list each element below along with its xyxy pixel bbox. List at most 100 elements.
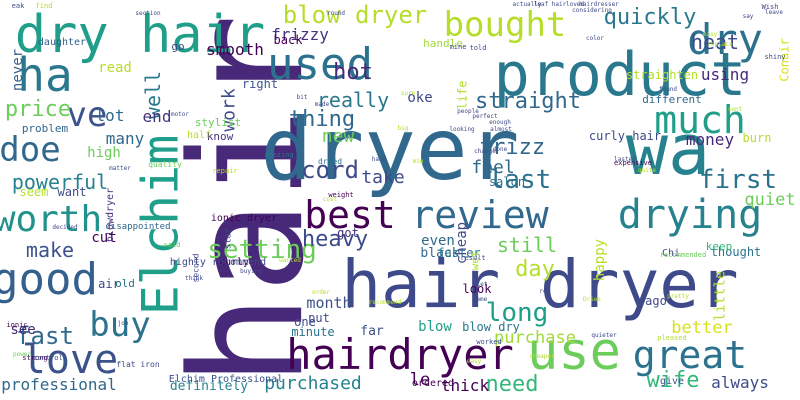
cloud-word-actually: actually: [512, 1, 542, 8]
cloud-word-round: round: [326, 10, 346, 17]
cloud-word-wanted: wanted: [279, 257, 301, 264]
cloud-word-problem: problem: [21, 121, 69, 135]
cloud-word-far: far: [360, 323, 384, 339]
cloud-word-end: end: [142, 107, 172, 126]
cloud-word-hairdryer: hairdryer: [286, 330, 514, 379]
cloud-word-made: made: [314, 101, 330, 108]
cloud-word-worked: worked: [476, 337, 502, 346]
cloud-word-frizz: frizz: [478, 135, 546, 160]
cloud-word-easy: easy: [702, 31, 718, 38]
cloud-word-look: look: [462, 282, 492, 296]
cloud-word-one: one: [294, 315, 316, 329]
cloud-word-worth: worth: [0, 199, 103, 240]
cloud-word-weight: weight: [328, 190, 354, 199]
cloud-word-dry: dry: [687, 15, 763, 64]
cloud-word-always: always: [711, 373, 769, 392]
cloud-word-price: price: [4, 97, 72, 122]
cloud-word-money: money: [685, 130, 735, 149]
cloud-word-air: air: [98, 277, 120, 291]
cloud-word-hand: hand: [371, 156, 387, 163]
cloud-word-think: think: [184, 275, 204, 282]
cloud-word-blow-dryer: blow dryer: [282, 1, 428, 29]
cloud-word-dries: Dries: [582, 296, 602, 303]
cloud-word-easy: easy: [466, 358, 482, 365]
cloud-word-elchim-professional: Elchim Professional: [168, 374, 284, 385]
cloud-word-said: said: [163, 240, 181, 249]
cloud-word-drying: drying: [617, 192, 763, 238]
cloud-word-job: job: [117, 320, 129, 327]
cloud-word-give: give: [659, 376, 685, 387]
cloud-word-keep: keep: [705, 239, 733, 253]
cloud-word-happy: happy: [591, 238, 608, 282]
cloud-word-almost: almost: [490, 126, 512, 133]
cloud-word-used: used: [267, 39, 373, 90]
cloud-word-big: big: [397, 125, 409, 132]
cloud-word-disappointed: disappointed: [105, 221, 171, 232]
cloud-word-leaf-hair: leaf hair: [533, 1, 567, 8]
cloud-word-best: best: [304, 193, 396, 237]
cloud-word-quiet: quiet: [744, 189, 796, 210]
cloud-word-blow: blow: [418, 319, 452, 335]
cloud-word-never: never: [10, 48, 27, 92]
cloud-word-flat-iron: flat iron: [116, 360, 160, 369]
cloud-word-shiny: shiny: [764, 52, 786, 61]
cloud-word-perfect: perfect: [472, 113, 498, 120]
cloud-word-let: Let: [476, 281, 488, 288]
cloud-word-first: first: [698, 165, 778, 195]
cloud-word-right: right: [241, 77, 279, 91]
cloud-word-life: life: [454, 80, 469, 110]
cloud-word-looking: looking: [449, 126, 475, 133]
cloud-word-ve: ve: [66, 95, 108, 135]
cloud-word-section: section: [135, 10, 161, 17]
cloud-word-oke: oke: [407, 90, 433, 106]
cloud-word-heat: heat: [690, 30, 740, 54]
cloud-word-ordered: ordered: [411, 378, 455, 389]
cloud-word-feel: feel: [471, 157, 515, 178]
cloud-word-matter: matter: [109, 165, 131, 172]
cloud-word-dryer: dryer: [260, 100, 520, 200]
cloud-word-high: high: [87, 145, 121, 161]
cloud-word-control: control: [33, 353, 63, 362]
cloud-word-handle: handle: [423, 36, 463, 50]
cloud-word-take: take: [361, 167, 405, 188]
cloud-word-hairdresser: hairdresser: [579, 1, 619, 8]
cloud-word-better: better: [671, 317, 733, 338]
cloud-word-cheaper: cheaper: [529, 353, 555, 360]
cloud-word-seem: seem: [19, 185, 49, 199]
cloud-word-motor: motor: [170, 111, 190, 118]
cloud-word-chi: Chi: [661, 248, 681, 259]
cloud-word-say: say: [742, 13, 754, 20]
cloud-word-black: black: [420, 245, 460, 261]
cloud-word-stylist: stylist: [194, 115, 242, 129]
cloud-word-hot: hot: [333, 60, 373, 85]
cloud-word-recommend: recommend: [368, 299, 402, 306]
cloud-word-thought: thought: [710, 245, 762, 259]
cloud-word-mine: mine: [449, 42, 467, 51]
cloud-word-salon: salon: [488, 175, 526, 189]
cloud-word-heavy: heavy: [301, 227, 369, 252]
cloud-word-dry-hair: dry hair: [14, 5, 266, 65]
cloud-word-found: found: [658, 86, 678, 93]
cloud-word-amazing: amazing: [264, 150, 294, 159]
cloud-word-leave: leave: [764, 9, 784, 16]
cloud-word-expensive: expensive: [614, 158, 652, 167]
cloud-word-see: see: [10, 322, 36, 338]
cloud-word-put: put: [308, 311, 330, 325]
cloud-word-thing: thing: [288, 107, 356, 132]
cloud-word-highly-recommend: highly recommend: [169, 257, 267, 268]
cloud-word-thick: thick: [440, 376, 490, 395]
cloud-word-quickly: quickly: [603, 5, 697, 30]
cloud-word-ionic-dryer: ionic dryer: [210, 213, 278, 224]
cloud-word-straighten: straighten: [625, 68, 699, 82]
cloud-word-old: old: [115, 276, 135, 290]
cloud-word-setting: setting: [207, 235, 317, 265]
cloud-word-month: month: [306, 293, 352, 312]
cloud-word-minute: minute: [291, 325, 335, 339]
cloud-word-order: order: [311, 289, 331, 296]
cloud-word-bought: bought: [443, 5, 567, 45]
cloud-word-curly: curly: [218, 257, 250, 268]
cloud-word-buying: buying: [240, 268, 262, 275]
cloud-word-little: little: [711, 270, 728, 322]
cloud-word-professional: professional: [1, 375, 117, 394]
